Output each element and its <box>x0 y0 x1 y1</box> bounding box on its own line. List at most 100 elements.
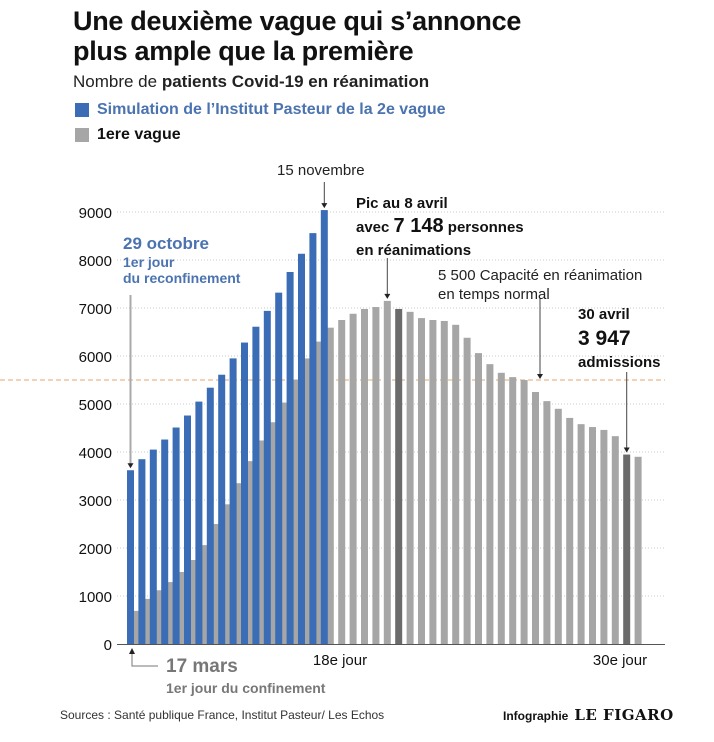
bar-2e-vague <box>286 272 294 644</box>
y-tick-label: 1000 <box>79 589 112 606</box>
bar-1ere-vague <box>190 560 197 644</box>
bar-1ere-vague <box>520 380 528 644</box>
y-tick-label: 4000 <box>79 445 112 462</box>
bar-1ere-vague <box>383 300 391 644</box>
bar-1ere-vague <box>532 392 539 644</box>
bar-1ere-vague <box>361 308 368 644</box>
bar-1ere-vague <box>144 598 152 644</box>
bar-1ere-vague <box>292 379 300 644</box>
annotation-capacity-l1: 5 500 Capacité en réanimation <box>438 267 643 284</box>
bar-1ere-vague <box>326 327 334 644</box>
y-tick-label: 5000 <box>79 397 112 414</box>
annotation-17-mars-date: 17 mars <box>166 656 238 677</box>
title-line-2: plus ample que la première <box>73 36 414 66</box>
bar-1ere-vague <box>315 341 323 644</box>
legend-swatch-blue <box>75 103 89 117</box>
y-tick-label: 7000 <box>79 301 112 318</box>
x-tick-label: 18e jour <box>313 652 367 669</box>
annotation-29-octobre-l3: du reconfinement <box>123 270 241 286</box>
bar-1ere-vague <box>235 483 243 644</box>
bar-2e-vague <box>149 449 157 644</box>
bar-1ere-vague <box>372 307 380 644</box>
series-2e-vague <box>127 210 328 644</box>
bar-1ere-vague <box>497 372 505 644</box>
annotation-arrows <box>127 182 630 667</box>
bar-1ere-vague <box>258 440 266 644</box>
series-1ere-vague <box>133 300 642 644</box>
legend-label: Simulation de l’Institut Pasteur de la 2… <box>97 101 446 118</box>
y-axis-ticks: 0 1000 2000 3000 4000 5000 6000 7000 8000 9000 <box>79 205 112 654</box>
annotation-29-octobre-date: 29 octobre <box>123 234 209 253</box>
bar-1ere-vague <box>634 456 642 644</box>
y-tick-label: 9000 <box>79 205 112 222</box>
bar-1ere-vague <box>406 311 414 644</box>
bar-2e-vague <box>309 233 317 644</box>
bar-1ere-vague <box>475 353 482 644</box>
legend-swatch-gray <box>75 128 89 142</box>
annotation-capacity: 5 500 Capacité en réanimation en temps n… <box>438 266 642 304</box>
chart-title: Une deuxième vague qui s’annonce plus am… <box>73 6 521 66</box>
bar-1ere-vague <box>167 582 175 644</box>
annotation-peak-l2: avec 7 148 personnes <box>356 215 524 239</box>
bar-1ere-vague <box>178 572 186 644</box>
bar-1ere-vague <box>429 320 437 644</box>
legend-label: 1ere vague <box>97 126 181 143</box>
bar-2e-vague <box>127 470 134 644</box>
arrow-capacity-head <box>537 374 543 379</box>
bar-1ere-vague-highlight <box>623 454 631 644</box>
peak-post: personnes <box>443 219 524 236</box>
bar-1ere-vague <box>201 545 209 644</box>
legend-item-2e-vague: Simulation de l’Institut Pasteur de la 2… <box>75 101 446 119</box>
bar-1ere-vague <box>338 320 346 644</box>
x-axis-ticks: 18e jour 30e jour <box>313 652 647 669</box>
bar-2e-vague <box>172 427 180 644</box>
bar-1ere-vague <box>509 377 517 644</box>
subtitle-bold: patients Covid-19 en réanimation <box>161 72 430 91</box>
bar-2e-vague <box>252 326 260 644</box>
y-tick-label: 3000 <box>79 493 112 510</box>
annotation-17-mars: 17 mars 1er jour du confinement <box>166 656 325 696</box>
subtitle-prefix: Nombre de <box>73 72 162 91</box>
annotation-15-novembre: 15 novembre <box>277 162 365 179</box>
bar-1ere-vague <box>600 429 608 644</box>
annotation-30-avril-l3: admissions <box>578 354 661 371</box>
y-tick-label: 2000 <box>79 541 112 558</box>
annotation-30-avril-date: 30 avril <box>578 306 630 323</box>
bar-2e-vague <box>138 459 146 644</box>
bar-1ere-vague <box>577 424 585 644</box>
annotation-29-octobre-l2: 1er jour <box>123 254 175 270</box>
bar-2e-vague <box>275 292 283 644</box>
bar-1ere-vague <box>566 417 574 644</box>
annotation-17-mars-l2: 1er jour du confinement <box>166 680 326 696</box>
credit-infographie: Infographie <box>503 709 569 723</box>
bar-1ere-vague-highlight <box>395 308 403 644</box>
bar-1ere-vague <box>212 524 220 644</box>
bar-1ere-vague <box>224 504 232 644</box>
bar-1ere-vague <box>554 408 562 644</box>
arrow-30-avril-head <box>623 447 630 453</box>
arrow-peak-head <box>384 293 391 299</box>
bar-1ere-vague <box>611 436 619 644</box>
sources-text: Sources : Santé publique France, Institu… <box>60 708 385 722</box>
bar-2e-vague <box>229 358 237 644</box>
legend-item-1ere-vague: 1ere vague <box>75 126 181 144</box>
bar-1ere-vague <box>486 364 494 644</box>
bar-1ere-vague <box>440 320 448 644</box>
y-tick-label: 8000 <box>79 253 112 270</box>
arrow-15-novembre-head <box>321 203 328 209</box>
bar-1ere-vague <box>463 337 471 644</box>
bar-1ere-vague <box>418 318 425 644</box>
bar-2e-vague <box>161 439 169 644</box>
gridlines <box>117 211 665 597</box>
bar-2e-vague <box>184 415 191 644</box>
annotation-peak-l3: en réanimations <box>356 242 472 259</box>
annotation-peak-l1: Pic au 8 avril <box>356 195 448 212</box>
bar-1ere-vague <box>281 402 289 644</box>
peak-value: 7 148 <box>393 215 444 237</box>
bar-1ere-vague <box>349 313 357 644</box>
y-tick-label: 6000 <box>79 349 112 366</box>
bar-2e-vague <box>218 374 226 644</box>
x-tick-label: 30e jour <box>593 652 647 669</box>
peak-pre: avec <box>356 219 394 236</box>
bar-2e-vague <box>298 253 305 644</box>
